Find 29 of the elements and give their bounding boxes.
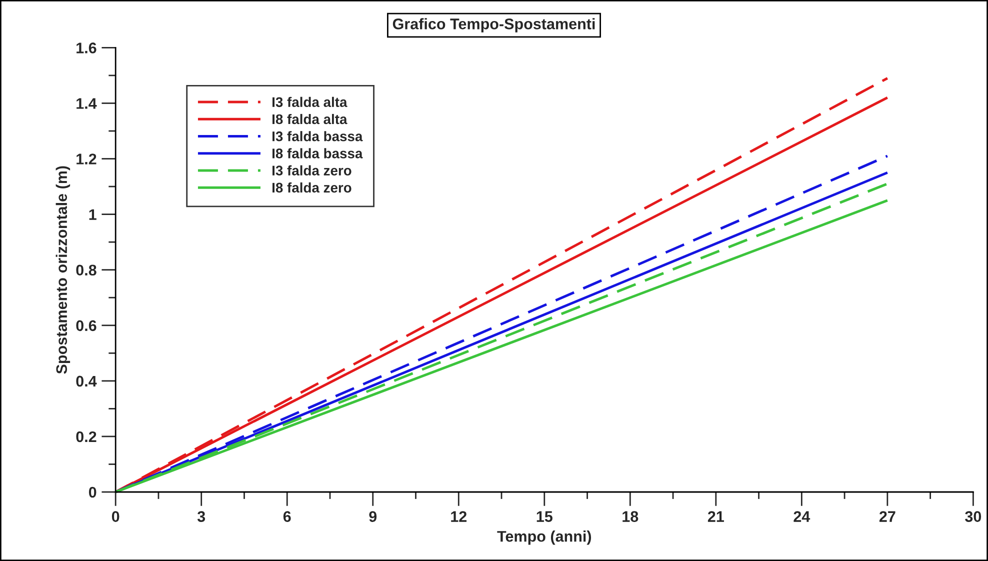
x-tick-label: 27 [879, 511, 896, 522]
y-tick-label: 1.2 [76, 154, 96, 164]
x-tick-label: 6 [283, 511, 291, 522]
chart-title: Grafico Tempo-Spostamenti [392, 18, 595, 32]
x-tick-label: 15 [536, 511, 552, 522]
legend-label: I8 falda bassa [272, 148, 363, 158]
y-tick-label: 0.2 [76, 431, 96, 442]
x-tick-label: 30 [965, 511, 982, 522]
x-tick-label: 3 [197, 511, 206, 522]
y-tick-label: 1.6 [76, 42, 96, 54]
x-tick-label: 21 [708, 511, 724, 522]
legend-label: I3 falda alta [272, 96, 348, 108]
y-tick-label: 0 [88, 486, 96, 498]
x-tick-label: 9 [369, 511, 377, 522]
x-tick-label: 12 [451, 511, 467, 522]
y-tick-label: 0.6 [76, 320, 96, 332]
y-tick-label: 1 [89, 209, 96, 220]
y-tick-label: 0.4 [76, 376, 97, 387]
y-tick-label: 0.8 [76, 264, 96, 276]
x-tick-label: 18 [622, 511, 638, 522]
legend-label: I3 falda zero [272, 165, 352, 176]
x-tick-label: 0 [112, 511, 120, 522]
legend-label: I8 falda alta [272, 114, 348, 124]
x-tick-label: 24 [794, 511, 810, 522]
y-tick-label: 1.4 [76, 98, 97, 109]
y-axis-title: Spostamento orizzontale (m) [56, 166, 70, 374]
x-axis-title: Tempo (anni) [497, 530, 592, 545]
legend-label: I8 falda zero [272, 182, 352, 193]
legend-label: I3 falda bassa [272, 131, 363, 142]
